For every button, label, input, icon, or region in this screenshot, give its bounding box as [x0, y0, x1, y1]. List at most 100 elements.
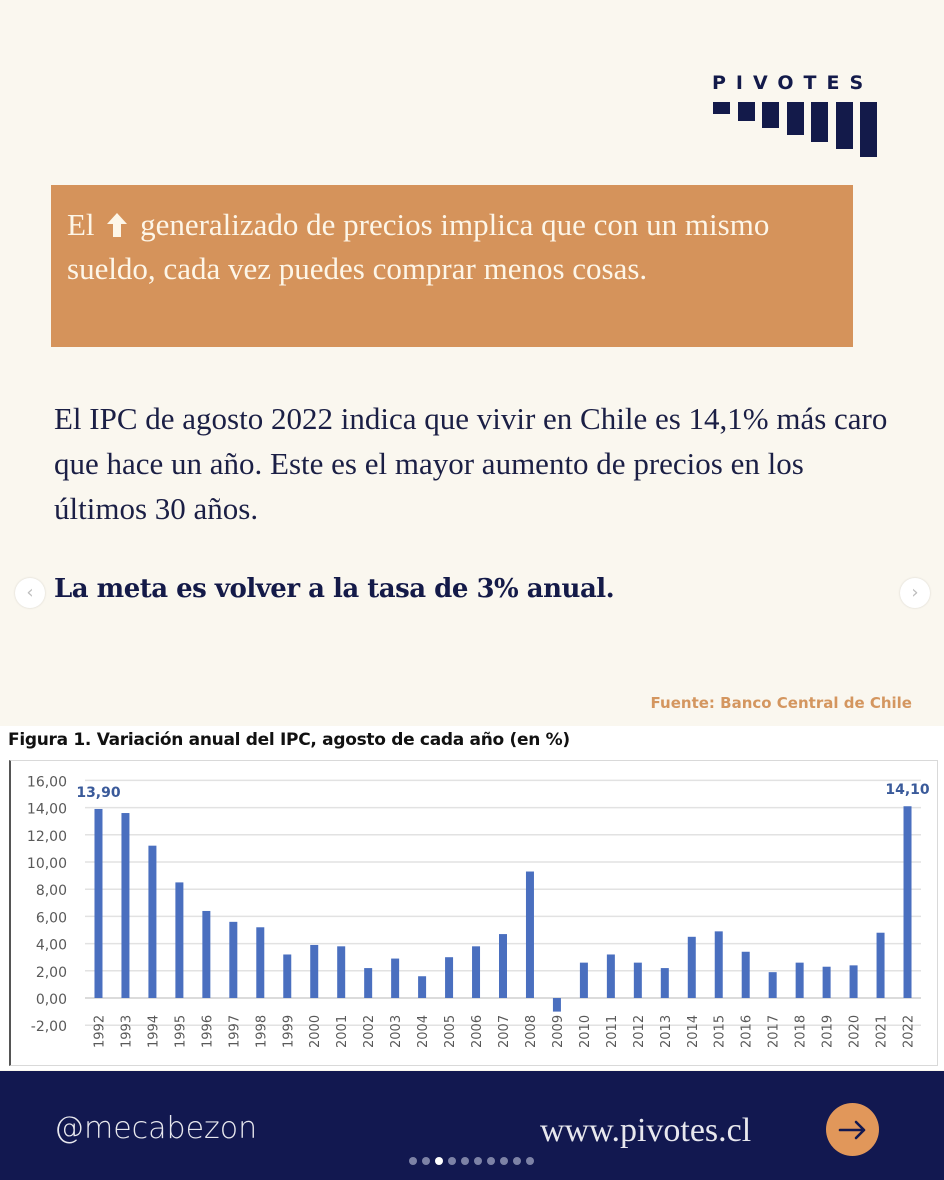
bar-2011 [606, 954, 615, 998]
prev-slide-button[interactable]: ‹ [15, 578, 45, 608]
source-text: Fuente: Banco Central de Chile [650, 694, 912, 712]
chevron-left-icon: ‹ [26, 582, 34, 603]
bar-2021 [876, 932, 885, 998]
bar-2018 [795, 962, 804, 998]
up-arrow-icon [107, 213, 128, 237]
bar-1999 [283, 954, 292, 998]
bar-2014 [687, 936, 696, 998]
x-tick-label: 1999 [281, 1015, 296, 1048]
x-tick-label: 2019 [821, 1015, 836, 1048]
bar-2020 [849, 965, 858, 998]
x-tick-label: 2006 [470, 1015, 485, 1048]
x-tick-label: 2021 [875, 1015, 890, 1048]
social-handle[interactable]: @mecabezon [54, 1111, 258, 1146]
bar-1998 [256, 927, 265, 998]
pivotes-logo: PIVOTES [712, 72, 882, 168]
callout-text-end: generalizado de precios implica que con … [67, 207, 770, 286]
bar-2012 [633, 962, 642, 998]
website-link[interactable]: www.pivotes.cl [540, 1112, 752, 1149]
x-tick-label: 1998 [254, 1015, 269, 1048]
page-dot[interactable] [487, 1157, 495, 1165]
callout-text-start: El [67, 207, 95, 242]
next-slide-button[interactable]: › [900, 578, 930, 608]
x-tick-label: 1993 [119, 1015, 134, 1048]
bar-2000 [310, 944, 319, 998]
bar-2010 [579, 962, 588, 998]
x-tick-label: 1997 [227, 1015, 242, 1048]
chart-title: Figura 1. Variación anual del IPC, agost… [8, 730, 570, 750]
page-dot[interactable] [500, 1157, 508, 1165]
y-tick-label: 16,00 [27, 774, 67, 790]
y-tick-label: 10,00 [27, 856, 67, 872]
bar-2005 [445, 957, 454, 998]
bar-2002 [364, 968, 373, 998]
x-tick-label: 2022 [902, 1015, 917, 1048]
bar-2006 [472, 946, 481, 998]
y-tick-label: 8,00 [36, 883, 67, 899]
x-tick-label: 2005 [443, 1015, 458, 1048]
x-tick-label: 1994 [146, 1015, 161, 1048]
next-button[interactable] [826, 1103, 879, 1156]
x-tick-label: 2010 [578, 1015, 593, 1048]
figure: Figura 1. Variación anual del IPC, agost… [0, 726, 944, 1070]
y-tick-label: -2,00 [31, 1019, 67, 1035]
y-tick-label: 4,00 [36, 938, 67, 954]
y-tick-label: 12,00 [27, 829, 67, 845]
body-paragraph: El IPC de agosto 2022 indica que vivir e… [54, 401, 888, 526]
y-tick-label: 14,00 [27, 802, 67, 818]
bar-2016 [741, 951, 750, 998]
ipc-bar-chart: 16,00 14,00 12,00 10,00 8,00 6,00 4,00 2,00 0,00… [27, 774, 930, 1048]
bar-1993 [121, 813, 130, 998]
bar-2022 [903, 806, 912, 998]
bar-2019 [822, 966, 831, 998]
bar-2003 [391, 958, 400, 998]
bar-1996 [202, 910, 211, 998]
page-dot[interactable] [513, 1157, 521, 1165]
logo-text: PIVOTES [712, 72, 874, 94]
page-dot[interactable] [448, 1157, 456, 1165]
bar-1997 [229, 921, 238, 998]
data-label: 14,10 [885, 782, 930, 798]
y-tick-label: 6,00 [36, 910, 67, 926]
x-tick-label: 2014 [686, 1015, 701, 1048]
x-tick-label: 2016 [740, 1015, 755, 1048]
page-dot[interactable] [474, 1157, 482, 1165]
x-tick-label: 2002 [362, 1015, 377, 1048]
bar-2017 [768, 972, 777, 998]
x-tick-label: 2008 [524, 1015, 539, 1048]
bar-2007 [499, 934, 507, 998]
y-tick-label: 2,00 [36, 965, 67, 981]
x-tick-label: 1992 [92, 1015, 107, 1048]
footer: @mecabezon www.pivotes.cl [0, 1071, 944, 1180]
goal-text: La meta es volver a la tasa de 3% anual. [54, 574, 615, 604]
chart-frame: 16,00 14,00 12,00 10,00 8,00 6,00 4,00 2,00 0,00… [9, 760, 938, 1066]
page-dot[interactable] [409, 1157, 417, 1165]
bar-2013 [660, 968, 669, 998]
x-tick-label: 2001 [335, 1015, 350, 1048]
bar-1995 [175, 882, 184, 998]
bar-2004 [418, 976, 427, 998]
arrow-right-icon [838, 1120, 866, 1140]
page-dot[interactable] [526, 1157, 534, 1165]
bar-2008 [525, 871, 534, 998]
chevron-right-icon: › [911, 582, 919, 603]
page-dot[interactable] [461, 1157, 469, 1165]
x-tick-label: 2007 [497, 1015, 512, 1048]
x-tick-label: 2018 [794, 1015, 809, 1048]
data-label: 13,90 [76, 785, 121, 801]
y-tick-label: 0,00 [36, 992, 67, 1008]
bar-2015 [714, 931, 723, 998]
x-tick-label: 2015 [713, 1015, 728, 1048]
page-dot[interactable] [422, 1157, 430, 1165]
page-indicator [409, 1157, 534, 1165]
x-tick-label: 2003 [389, 1015, 404, 1048]
bar-1992 [94, 808, 103, 998]
x-tick-label: 2012 [632, 1015, 647, 1048]
bar-2001 [337, 946, 346, 998]
bar-2009 [552, 998, 561, 1012]
x-tick-label: 2004 [416, 1015, 431, 1048]
logo-bars-icon [712, 98, 882, 168]
callout-box: El generalizado de precios implica que c… [51, 185, 853, 347]
x-tick-label: 2020 [848, 1015, 863, 1048]
page-dot[interactable] [435, 1157, 443, 1165]
